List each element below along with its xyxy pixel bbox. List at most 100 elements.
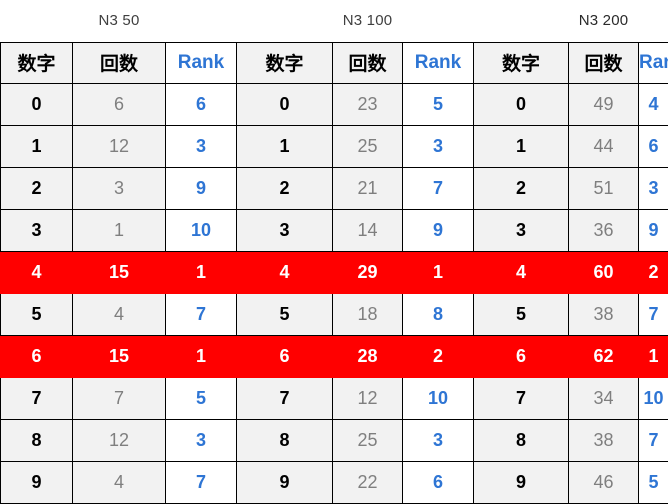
cell-n3-200-rank[interactable]: 9 bbox=[638, 208, 668, 252]
cell-n3-50-number[interactable]: 2 bbox=[0, 166, 73, 210]
cell-n3-50-count[interactable]: 3 bbox=[72, 166, 166, 210]
cell-n3-100-number[interactable]: 5 bbox=[236, 292, 333, 336]
cell-n3-200-count[interactable]: 38 bbox=[568, 418, 639, 462]
cell-n3-100-count[interactable]: 21 bbox=[332, 166, 403, 210]
cell-n3-100-rank[interactable]: 8 bbox=[402, 292, 474, 336]
table-row[interactable]: 5 4 7 5 18 8 5 38 7 bbox=[0, 292, 668, 336]
cell-n3-50-number[interactable]: 3 bbox=[0, 208, 73, 252]
table-row[interactable]: 4 15 1 4 29 1 4 60 2 bbox=[0, 250, 668, 294]
cell-n3-200-number[interactable]: 6 bbox=[473, 334, 569, 378]
cell-n3-200-count[interactable]: 34 bbox=[568, 376, 639, 420]
cell-n3-50-count[interactable]: 15 bbox=[72, 250, 166, 294]
table-row[interactable]: 3 1 10 3 14 9 3 36 9 bbox=[0, 208, 668, 252]
cell-n3-50-count[interactable]: 12 bbox=[72, 124, 166, 168]
cell-n3-200-rank[interactable]: 5 bbox=[638, 460, 668, 504]
cell-n3-100-count[interactable]: 14 bbox=[332, 208, 403, 252]
table-row[interactable]: 7 7 5 7 12 10 7 34 10 bbox=[0, 376, 668, 420]
cell-n3-200-count[interactable]: 62 bbox=[568, 334, 639, 378]
cell-n3-100-number[interactable]: 9 bbox=[236, 460, 333, 504]
table-row[interactable]: 9 4 7 9 22 6 9 46 5 bbox=[0, 460, 668, 504]
cell-n3-200-number[interactable]: 8 bbox=[473, 418, 569, 462]
cell-n3-50-number[interactable]: 1 bbox=[0, 124, 73, 168]
cell-n3-200-number[interactable]: 1 bbox=[473, 124, 569, 168]
cell-n3-50-number[interactable]: 4 bbox=[0, 250, 73, 294]
cell-n3-50-rank[interactable]: 10 bbox=[165, 208, 237, 252]
cell-n3-200-count[interactable]: 51 bbox=[568, 166, 639, 210]
cell-n3-50-rank[interactable]: 7 bbox=[165, 292, 237, 336]
cell-n3-200-count[interactable]: 49 bbox=[568, 82, 639, 126]
table-row[interactable]: 2 3 9 2 21 7 2 51 3 bbox=[0, 166, 668, 210]
cell-n3-200-count[interactable]: 38 bbox=[568, 292, 639, 336]
cell-n3-50-number[interactable]: 7 bbox=[0, 376, 73, 420]
cell-n3-50-rank[interactable]: 7 bbox=[165, 460, 237, 504]
cell-n3-200-rank[interactable]: 7 bbox=[638, 418, 668, 462]
cell-n3-100-count[interactable]: 28 bbox=[332, 334, 403, 378]
cell-n3-100-number[interactable]: 0 bbox=[236, 82, 333, 126]
cell-n3-50-number[interactable]: 8 bbox=[0, 418, 73, 462]
cell-n3-200-rank[interactable]: 2 bbox=[638, 250, 668, 294]
cell-n3-200-rank[interactable]: 4 bbox=[638, 82, 668, 126]
cell-n3-50-number[interactable]: 9 bbox=[0, 460, 73, 504]
cell-n3-50-rank[interactable]: 5 bbox=[165, 376, 237, 420]
cell-n3-100-number[interactable]: 1 bbox=[236, 124, 333, 168]
cell-n3-50-number[interactable]: 5 bbox=[0, 292, 73, 336]
cell-n3-200-count[interactable]: 44 bbox=[568, 124, 639, 168]
cell-n3-50-count[interactable]: 12 bbox=[72, 418, 166, 462]
cell-n3-200-rank[interactable]: 3 bbox=[638, 166, 668, 210]
cell-n3-200-rank[interactable]: 7 bbox=[638, 292, 668, 336]
cell-n3-50-number[interactable]: 6 bbox=[0, 334, 73, 378]
cell-n3-100-count[interactable]: 25 bbox=[332, 124, 403, 168]
cell-n3-200-number[interactable]: 9 bbox=[473, 460, 569, 504]
cell-n3-200-rank[interactable]: 6 bbox=[638, 124, 668, 168]
cell-n3-100-count[interactable]: 22 bbox=[332, 460, 403, 504]
cell-n3-100-rank[interactable]: 9 bbox=[402, 208, 474, 252]
cell-n3-50-count[interactable]: 4 bbox=[72, 292, 166, 336]
cell-n3-50-count[interactable]: 7 bbox=[72, 376, 166, 420]
table-row[interactable]: 0 6 6 0 23 5 0 49 4 bbox=[0, 82, 668, 126]
cell-n3-100-number[interactable]: 8 bbox=[236, 418, 333, 462]
cell-n3-200-rank[interactable]: 10 bbox=[638, 376, 668, 420]
cell-n3-200-number[interactable]: 0 bbox=[473, 82, 569, 126]
cell-n3-200-count[interactable]: 46 bbox=[568, 460, 639, 504]
cell-n3-200-number[interactable]: 3 bbox=[473, 208, 569, 252]
cell-n3-100-number[interactable]: 4 bbox=[236, 250, 333, 294]
cell-n3-50-rank[interactable]: 1 bbox=[165, 334, 237, 378]
cell-n3-50-rank[interactable]: 3 bbox=[165, 418, 237, 462]
cell-n3-100-number[interactable]: 6 bbox=[236, 334, 333, 378]
cell-n3-100-rank[interactable]: 7 bbox=[402, 166, 474, 210]
cell-n3-100-rank[interactable]: 6 bbox=[402, 460, 474, 504]
cell-n3-100-rank[interactable]: 5 bbox=[402, 82, 474, 126]
cell-n3-200-rank[interactable]: 1 bbox=[638, 334, 668, 378]
cell-n3-50-rank[interactable]: 3 bbox=[165, 124, 237, 168]
table-row[interactable]: 1 12 3 1 25 3 1 44 6 bbox=[0, 124, 668, 168]
cell-n3-50-count[interactable]: 6 bbox=[72, 82, 166, 126]
cell-n3-100-count[interactable]: 23 bbox=[332, 82, 403, 126]
cell-n3-100-count[interactable]: 29 bbox=[332, 250, 403, 294]
cell-n3-200-number[interactable]: 7 bbox=[473, 376, 569, 420]
cell-n3-100-number[interactable]: 2 bbox=[236, 166, 333, 210]
cell-n3-200-number[interactable]: 4 bbox=[473, 250, 569, 294]
cell-n3-100-rank[interactable]: 2 bbox=[402, 334, 474, 378]
cell-n3-200-number[interactable]: 2 bbox=[473, 166, 569, 210]
cell-n3-100-count[interactable]: 12 bbox=[332, 376, 403, 420]
table-row[interactable]: 8 12 3 8 25 3 8 38 7 bbox=[0, 418, 668, 462]
cell-n3-100-rank[interactable]: 10 bbox=[402, 376, 474, 420]
cell-n3-50-count[interactable]: 4 bbox=[72, 460, 166, 504]
cell-n3-50-rank[interactable]: 9 bbox=[165, 166, 237, 210]
cell-n3-100-count[interactable]: 25 bbox=[332, 418, 403, 462]
cell-n3-100-rank[interactable]: 3 bbox=[402, 124, 474, 168]
cell-n3-100-count[interactable]: 18 bbox=[332, 292, 403, 336]
cell-n3-200-count[interactable]: 36 bbox=[568, 208, 639, 252]
cell-n3-100-rank[interactable]: 3 bbox=[402, 418, 474, 462]
cell-n3-200-number[interactable]: 5 bbox=[473, 292, 569, 336]
cell-n3-100-number[interactable]: 3 bbox=[236, 208, 333, 252]
cell-n3-100-rank[interactable]: 1 bbox=[402, 250, 474, 294]
cell-n3-50-rank[interactable]: 1 bbox=[165, 250, 237, 294]
cell-n3-50-rank[interactable]: 6 bbox=[165, 82, 237, 126]
table-row[interactable]: 6 15 1 6 28 2 6 62 1 bbox=[0, 334, 668, 378]
cell-n3-50-number[interactable]: 0 bbox=[0, 82, 73, 126]
cell-n3-100-number[interactable]: 7 bbox=[236, 376, 333, 420]
cell-n3-50-count[interactable]: 1 bbox=[72, 208, 166, 252]
cell-n3-200-count[interactable]: 60 bbox=[568, 250, 639, 294]
cell-n3-50-count[interactable]: 15 bbox=[72, 334, 166, 378]
